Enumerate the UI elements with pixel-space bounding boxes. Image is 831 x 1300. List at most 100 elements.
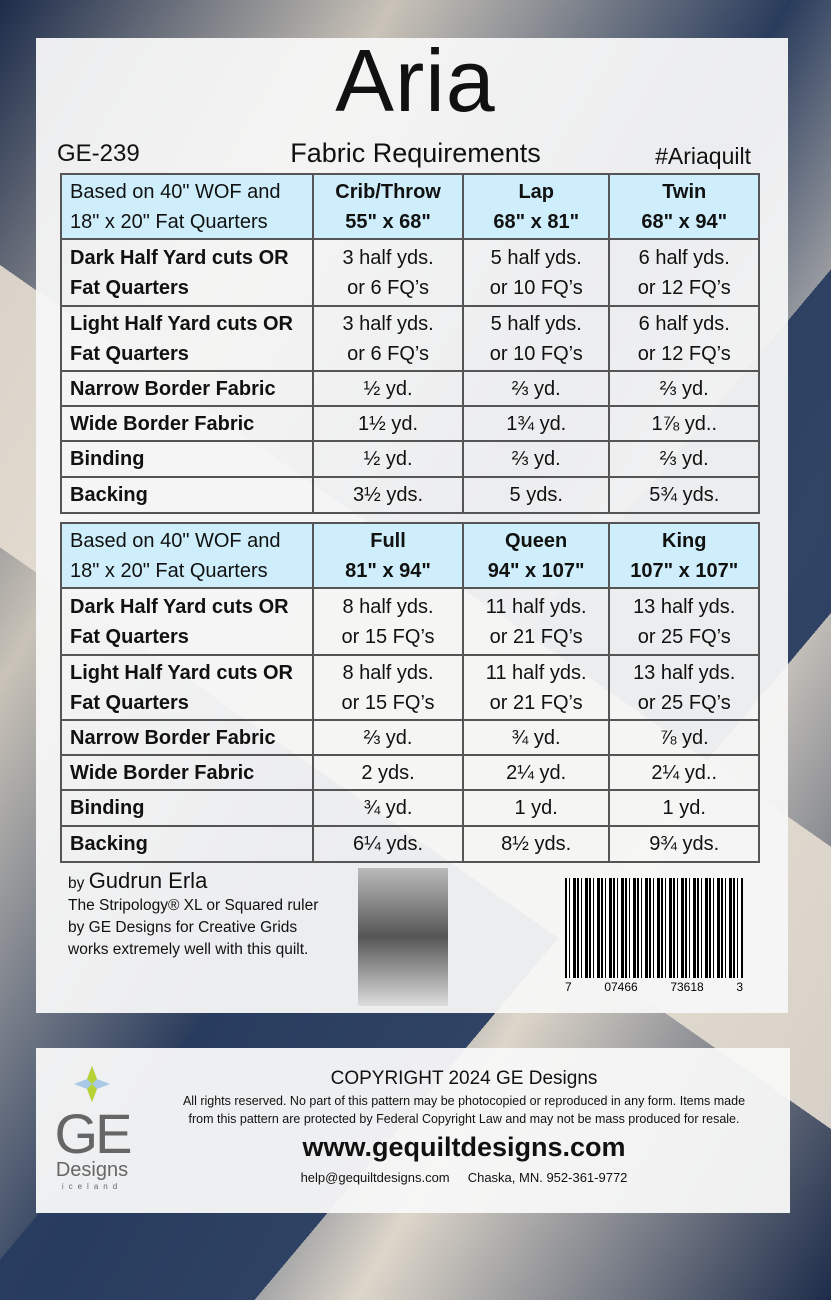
value-line: 5 yds.	[509, 484, 563, 506]
size-line: Lap	[518, 180, 555, 203]
value-line: 1¾ yd.	[506, 412, 567, 435]
value-cell: ⅔ yd.	[608, 440, 760, 478]
size-line: 68" x 94"	[641, 210, 728, 233]
value-line: 6¼ yds.	[353, 833, 424, 855]
value-line: or 12 FQ’s	[637, 276, 731, 299]
website-link[interactable]: www.gequiltdesigns.com	[302, 1132, 626, 1162]
value-line: 2 yds.	[361, 761, 415, 784]
value-line: 8 half yds.	[342, 661, 434, 684]
value-cell: 1½ yd.	[312, 405, 464, 442]
value-cell: ⅞ yd.	[608, 719, 760, 756]
value-cell: 13 half yds. or 25 FQ’s	[608, 654, 760, 721]
value-line: 2¼ yd.	[506, 761, 567, 784]
value-cell: ½ yd.	[312, 370, 464, 407]
size-line: Full	[370, 529, 406, 552]
value-cell: 1¾ yd.	[461, 405, 611, 442]
size-line: King	[662, 529, 707, 552]
value-line: 11 half yds.	[485, 595, 587, 618]
value-line: 5 half yds.	[490, 312, 582, 335]
pattern-code: GE-239	[57, 140, 140, 167]
basis-cell: Based on 40" WOF and 18" x 20" Fat Quarte…	[59, 522, 315, 589]
copyright: COPYRIGHT 2024 GE Designs	[330, 1068, 598, 1089]
logo-country: iceland	[61, 1182, 123, 1191]
label-line: Light Half Yard cuts OR	[70, 661, 293, 684]
author-block: by Gudrun Erla The Stripology® XL or Squ…	[68, 870, 318, 961]
value-line: ½ yd.	[363, 448, 413, 470]
author-name: Gudrun Erla	[88, 868, 208, 893]
value-cell: 2 yds.	[312, 754, 464, 791]
barcode-digit: 07466	[604, 980, 638, 994]
label-line: Binding	[70, 797, 145, 819]
value-line: 2¼ yd..	[651, 761, 718, 784]
size-header: King 107" x 107"	[608, 522, 760, 589]
row-label: Binding	[59, 440, 315, 478]
table-row: Dark Half Yard cuts OR Fat Quarters 3 half…	[59, 238, 760, 307]
value-cell: 1⅞ yd..	[608, 405, 760, 442]
row-label: Wide Border Fabric	[59, 754, 315, 791]
star-logo-icon	[74, 1066, 110, 1102]
fabric-table-large: Based on 40" WOF and 18" x 20" Fat Quarte…	[59, 522, 760, 863]
value-line: ⅞ yd.	[659, 726, 709, 749]
table-row: Binding ½ yd. ⅔ yd. ⅔ yd.	[59, 440, 760, 478]
logo-ge: GE	[54, 1102, 133, 1165]
table-row: Narrow Border Fabric ½ yd. ⅔ yd. ⅔ yd.	[59, 370, 760, 407]
label-line: Light Half Yard cuts OR	[70, 312, 293, 335]
row-label: Narrow Border Fabric	[59, 719, 315, 756]
label-line: Fat Quarters	[70, 625, 189, 648]
value-cell: ⅔ yd.	[312, 719, 464, 756]
label-line: Narrow Border Fabric	[70, 377, 276, 400]
barcode-digit: 73618	[670, 980, 704, 994]
value-line: or 15 FQ’s	[341, 691, 435, 714]
author-note-line: by GE Designs for Creative Grids	[68, 919, 298, 936]
value-cell: ⅔ yd.	[608, 370, 760, 407]
value-cell: ¾ yd.	[312, 789, 464, 827]
value-line: 8 half yds.	[342, 595, 434, 618]
author-note-line: The Stripology® XL or Squared ruler	[68, 897, 319, 914]
row-label: Wide Border Fabric	[59, 405, 315, 442]
value-line: or 6 FQ’s	[347, 276, 430, 299]
label-line: Binding	[70, 448, 145, 470]
value-cell: ⅔ yd.	[461, 440, 611, 478]
label-line: Fat Quarters	[70, 342, 189, 365]
value-cell: ¾ yd.	[461, 719, 611, 756]
basis-line: Based on 40" WOF and	[70, 529, 281, 552]
hashtag: #Ariaquilt	[655, 143, 751, 169]
footer: GE Designs iceland COPYRIGHT 2024 GE Des…	[36, 1048, 790, 1213]
value-cell: 1 yd.	[608, 789, 760, 827]
value-cell: 2¼ yd..	[608, 754, 760, 791]
value-line: ⅔ yd.	[511, 448, 561, 470]
value-cell: 11 half yds. or 21 FQ’s	[461, 654, 611, 721]
value-line: ⅔ yd.	[511, 377, 561, 400]
value-line: 6 half yds.	[638, 312, 730, 335]
value-cell: 1 yd.	[461, 789, 611, 827]
value-cell: 5 half yds. or 10 FQ’s	[461, 305, 611, 372]
value-line: or 21 FQ’s	[489, 625, 583, 648]
size-line: 55" x 68"	[345, 210, 431, 233]
label-line: Dark Half Yard cuts OR	[70, 595, 289, 618]
size-header: Twin 68" x 94"	[608, 173, 760, 240]
subtitle: Fabric Requirements	[290, 138, 541, 168]
value-cell: 6 half yds. or 12 FQ’s	[608, 238, 760, 307]
size-header: Queen 94" x 107"	[461, 522, 611, 589]
value-line: 11 half yds.	[485, 661, 587, 684]
label-line: Backing	[70, 484, 148, 506]
value-line: 3 half yds.	[342, 246, 434, 269]
table-row: Dark Half Yard cuts OR Fat Quarters 8 half…	[59, 587, 760, 656]
rights-line: All rights reserved. No part of this pat…	[182, 1094, 746, 1108]
label-line: Fat Quarters	[70, 276, 189, 299]
value-line: or 25 FQ’s	[637, 691, 731, 714]
table-row: Narrow Border Fabric ⅔ yd. ¾ yd. ⅞ yd.	[59, 719, 760, 756]
value-line: ⅔ yd.	[659, 377, 709, 400]
value-cell: ⅔ yd.	[461, 370, 611, 407]
value-line: 6 half yds.	[638, 246, 730, 269]
value-cell: 5 yds.	[461, 476, 611, 514]
basis-line: 18" x 20" Fat Quarters	[70, 210, 268, 233]
basis-line: Based on 40" WOF and	[70, 180, 281, 203]
label-line: Dark Half Yard cuts OR	[70, 246, 289, 269]
barcode-digit: 3	[736, 980, 743, 994]
size-line: Crib/Throw	[335, 180, 441, 203]
value-cell: 13 half yds. or 25 FQ’s	[608, 587, 760, 656]
label-line: Backing	[70, 833, 148, 855]
fabric-table-small: Based on 40" WOF and 18" x 20" Fat Quarte…	[59, 173, 760, 514]
logo-designs: Designs	[55, 1159, 129, 1181]
